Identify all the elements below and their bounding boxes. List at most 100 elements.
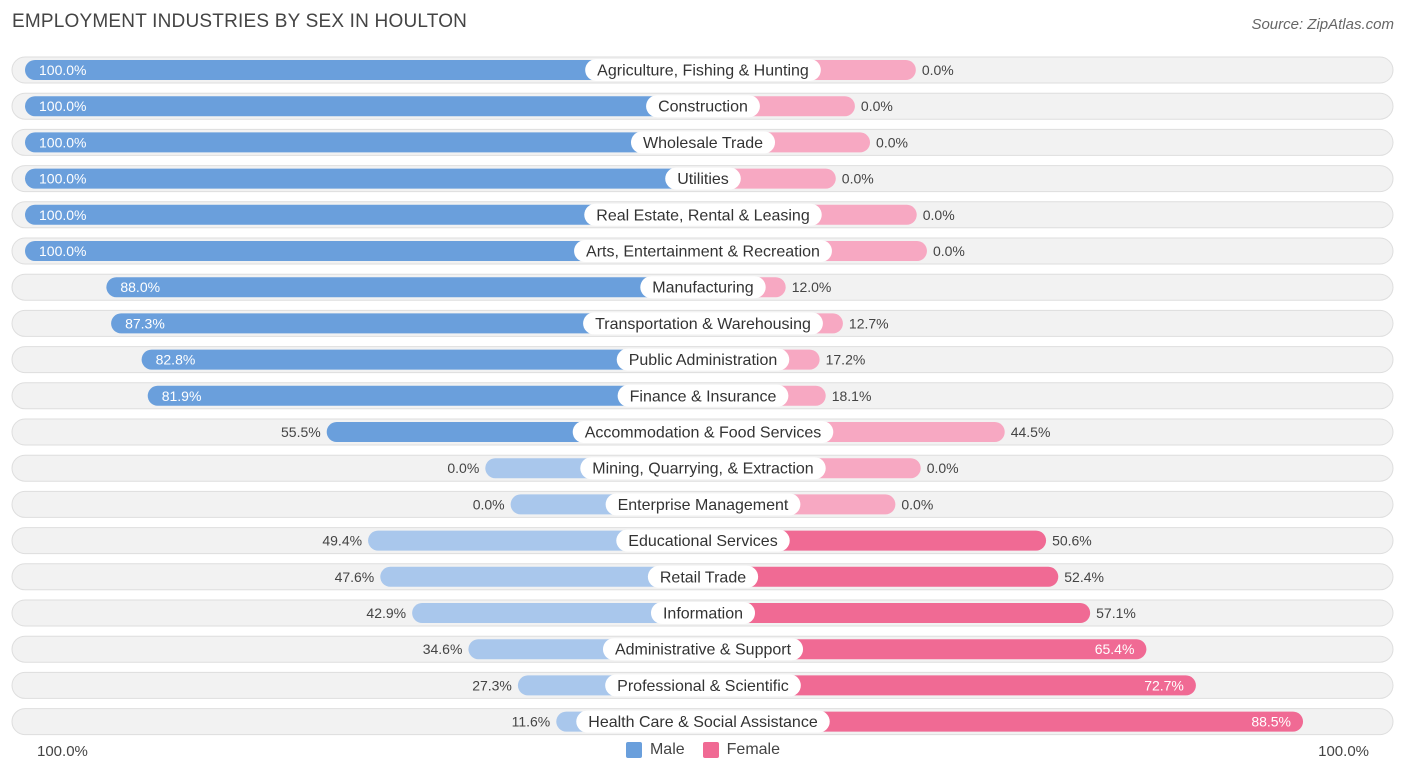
male-value-label: 11.6% — [512, 714, 551, 730]
category-label: Professional & Scientific — [617, 678, 789, 695]
source-note: Source: ZipAtlas.com — [1251, 16, 1394, 33]
category-pill — [572, 421, 834, 443]
female-value-label: 0.0% — [922, 62, 954, 78]
category-label: Information — [663, 606, 743, 623]
category-label: Enterprise Management — [618, 497, 789, 514]
male-value-label: 100.0% — [39, 98, 86, 114]
female-bar — [703, 711, 1304, 732]
male-bar — [106, 277, 704, 298]
male-bar — [412, 603, 703, 623]
legend: Male Female — [0, 741, 1406, 759]
category-label: Manufacturing — [652, 280, 753, 297]
male-value-label: 100.0% — [39, 243, 86, 259]
female-value-label: 12.0% — [792, 279, 832, 295]
male-bar — [25, 168, 703, 189]
category-label: Utilities — [677, 171, 729, 188]
male-value-label: 87.3% — [125, 315, 165, 331]
male-bar — [25, 132, 703, 153]
female-value-label: 18.1% — [832, 388, 872, 404]
female-value-label: 0.0% — [923, 207, 955, 223]
male-bar — [380, 566, 703, 587]
axis-right-label: 100.0% — [1318, 743, 1369, 760]
male-value-label: 82.8% — [156, 352, 196, 368]
male-value-label: 100.0% — [39, 171, 86, 187]
male-value-label: 0.0% — [447, 460, 479, 476]
category-label: Mining, Quarrying, & Extraction — [592, 461, 813, 478]
male-bar — [25, 60, 703, 80]
diverging-bar-chart: Agriculture, Fishing & Hunting 100.0% 0.0%… — [11, 56, 1394, 736]
category-pill — [646, 95, 760, 118]
female-value-label: 17.2% — [826, 352, 866, 368]
category-pill — [616, 529, 790, 552]
female-value-label: 0.0% — [861, 98, 893, 114]
female-value-label: 0.0% — [933, 243, 965, 259]
female-value-label: 65.4% — [1095, 641, 1135, 657]
female-value-label: 0.0% — [927, 460, 959, 476]
legend-label-female: Female — [726, 741, 781, 758]
category-label: Administrative & Support — [615, 642, 792, 659]
category-label: Educational Services — [628, 533, 777, 550]
category-pill — [605, 674, 801, 697]
category-pill — [665, 167, 741, 190]
male-value-label: 42.9% — [366, 605, 406, 621]
male-value-label: 27.3% — [472, 677, 512, 693]
male-value-label: 47.6% — [335, 569, 375, 585]
male-bar — [25, 241, 703, 261]
male-bar — [111, 313, 703, 334]
category-label: Accommodation & Food Services — [585, 425, 822, 442]
category-label: Finance & Insurance — [630, 388, 777, 405]
male-value-label: 34.6% — [423, 641, 463, 657]
female-value-label: 50.6% — [1052, 533, 1092, 549]
category-pill — [574, 240, 832, 262]
category-pill — [584, 203, 822, 226]
legend-item-male[interactable]: Male — [625, 741, 685, 759]
category-pill — [616, 348, 790, 371]
category-pill — [617, 384, 789, 407]
category-label: Retail Trade — [660, 569, 746, 586]
category-pill — [602, 638, 804, 661]
female-value-label: 88.5% — [1251, 714, 1291, 730]
category-pill — [585, 59, 821, 81]
category-label: Health Care & Social Assistance — [588, 714, 818, 731]
male-value-label: 55.5% — [281, 424, 321, 440]
male-value-label: 49.4% — [322, 533, 362, 549]
category-pill — [576, 710, 830, 733]
female-bar — [703, 675, 1196, 696]
category-pill — [640, 276, 766, 299]
chart-title: EMPLOYMENT INDUSTRIES BY SEX IN HOULTON — [12, 11, 468, 32]
male-value-label: 100.0% — [39, 207, 86, 223]
male-bar — [25, 96, 703, 117]
legend-swatch-male — [625, 742, 642, 758]
male-value-label: 100.0% — [39, 134, 86, 150]
category-label: Agriculture, Fishing & Hunting — [597, 63, 809, 80]
category-pill — [580, 457, 826, 480]
female-value-label: 57.1% — [1096, 605, 1136, 621]
male-value-label: 88.0% — [120, 279, 160, 295]
category-label: Public Administration — [629, 352, 778, 369]
female-value-label: 0.0% — [842, 171, 874, 187]
category-pill — [605, 493, 801, 516]
category-label: Transportation & Warehousing — [595, 316, 811, 333]
female-value-label: 44.5% — [1011, 424, 1051, 440]
legend-label-male: Male — [649, 741, 685, 758]
category-pill — [650, 602, 756, 624]
female-bar — [703, 530, 1047, 551]
female-value-label: 0.0% — [876, 134, 908, 150]
female-value-label: 72.7% — [1144, 677, 1184, 693]
category-pill — [583, 312, 823, 335]
category-label: Wholesale Trade — [643, 135, 763, 152]
category-label: Real Estate, Rental & Leasing — [596, 207, 809, 224]
female-value-label: 52.4% — [1064, 569, 1104, 585]
category-label: Construction — [658, 99, 748, 116]
legend-item-female[interactable]: Female — [702, 741, 781, 759]
category-pill — [630, 131, 776, 154]
axis-left-label: 100.0% — [37, 743, 88, 760]
male-bar — [25, 204, 703, 225]
female-bar — [703, 639, 1147, 660]
male-bar — [147, 385, 703, 406]
male-bar — [141, 349, 704, 370]
female-value-label: 0.0% — [901, 496, 933, 512]
category-label: Arts, Entertainment & Recreation — [586, 244, 820, 261]
category-pill — [647, 565, 759, 588]
male-value-label: 81.9% — [162, 388, 202, 404]
